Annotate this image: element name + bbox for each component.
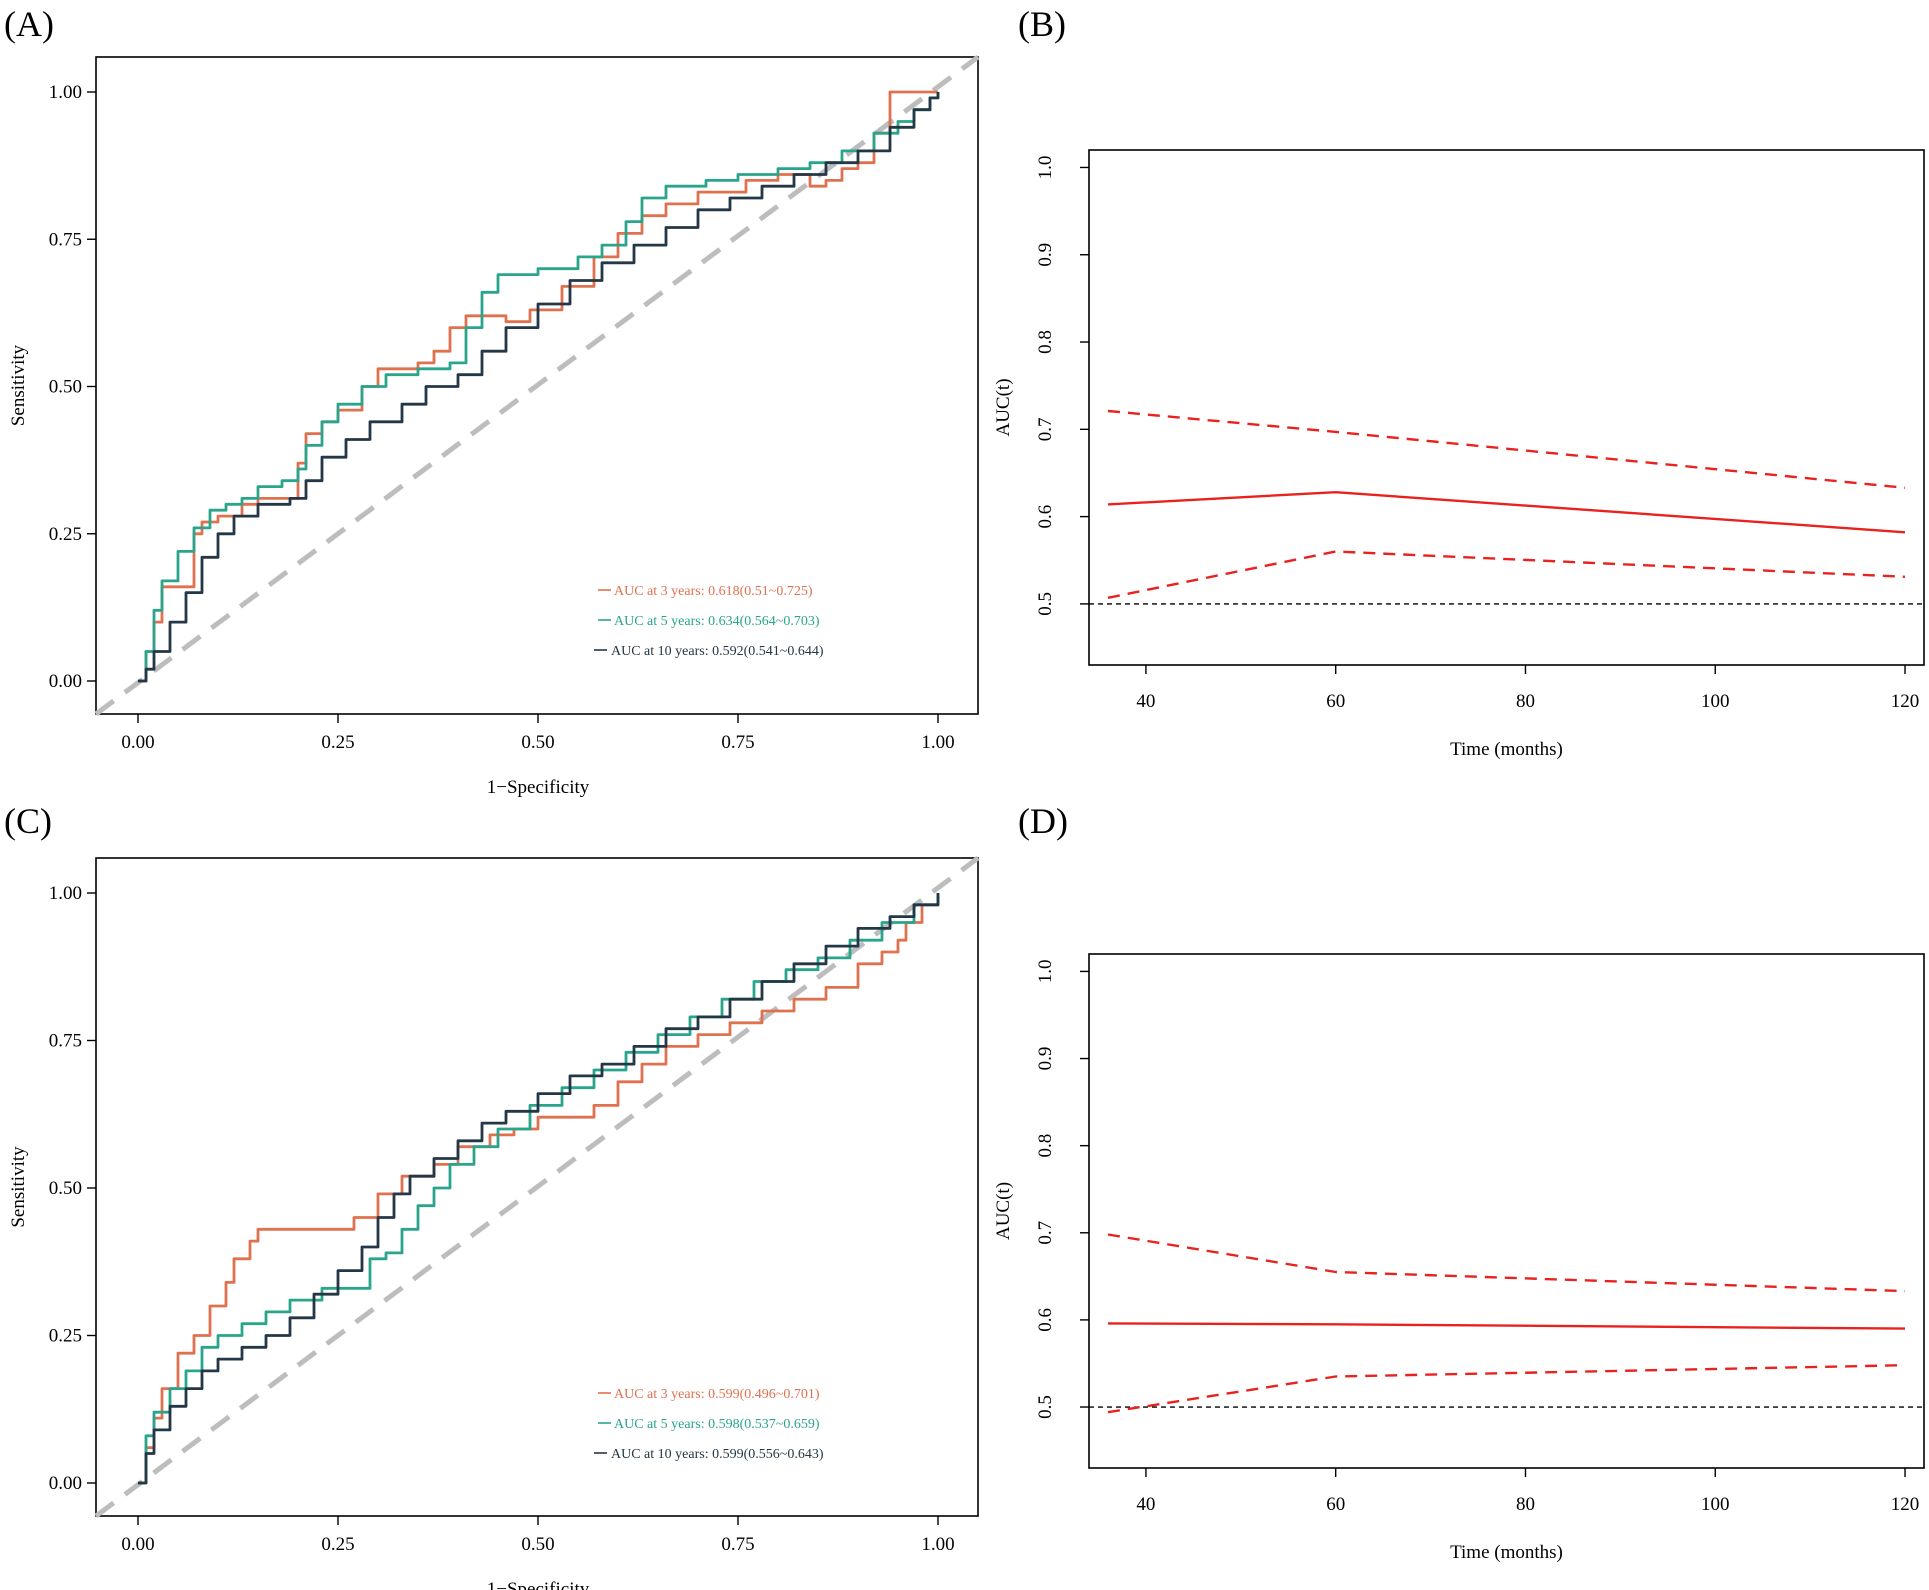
legend-label: AUC at 10 years: 0.592(0.541~0.644) [611, 644, 824, 659]
legend-item: AUC at 5 years: 0.598(0.537~0.659) [598, 1417, 820, 1432]
x-tick-label: 40 [1136, 691, 1155, 712]
x-tick-label: 80 [1516, 1494, 1535, 1515]
x-tick-label: 100 [1701, 1494, 1730, 1515]
panel-label: (D) [1018, 801, 1068, 841]
y-tick-label: 0.8 [1035, 330, 1056, 354]
panel-d: (D) 40 60 80 100 120 0.5 0.6 0.7 0.8 0.9 1.0 Time (m… [993, 801, 1925, 1563]
panel-c: (C) 0.00 0.25 0.50 0.75 1.00 0.00 0.25 0.50 0.75 1… [4, 801, 980, 1590]
panel-a: (A) 0.00 0.25 0.50 0.75 1.00 0.00 0.25 0.50 0.75 1… [4, 4, 980, 798]
x-tick-label: 0.75 [721, 732, 754, 753]
x-tick-label: 0.00 [121, 1534, 154, 1555]
x-axis-label: Time (months) [1450, 739, 1563, 760]
y-tick-label: 1.00 [49, 82, 82, 103]
x-tick-label: 60 [1326, 1494, 1345, 1515]
y-axis-label: Sensitivity [8, 344, 29, 426]
y-tick-label: 0.9 [1035, 243, 1056, 267]
y-axis-label: AUC(t) [993, 1182, 1014, 1240]
upper-ci-line [1107, 1233, 1906, 1293]
legend-item: AUC at 3 years: 0.599(0.496~0.701) [598, 1387, 820, 1402]
y-tick-label: 1.0 [1035, 156, 1056, 180]
legend-item: AUC at 5 years: 0.634(0.564~0.703) [598, 614, 820, 629]
panel-label: (A) [4, 4, 54, 44]
roc-curve-3yr [138, 893, 940, 1485]
plot-frame [95, 56, 979, 715]
x-tick-label: 1.00 [921, 1534, 954, 1555]
legend-label: AUC at 5 years: 0.634(0.564~0.703) [614, 614, 820, 629]
y-tick-label: 0.50 [49, 377, 82, 398]
y-tick-label: 0.75 [49, 1031, 82, 1052]
y-tick-label: 0.25 [49, 524, 82, 545]
roc-curve-5yr [138, 893, 940, 1485]
x-axis-label: 1−Specificity [487, 1579, 590, 1590]
y-tick-label: 1.0 [1035, 960, 1056, 984]
x-tick-label: 0.25 [321, 732, 354, 753]
y-tick-label: 0.25 [49, 1326, 82, 1347]
y-tick-label: 0.75 [49, 229, 82, 250]
x-tick-label: 0.75 [721, 1534, 754, 1555]
x-tick-label: 0.00 [121, 732, 154, 753]
x-tick-label: 0.50 [521, 1534, 554, 1555]
legend-label: AUC at 5 years: 0.598(0.537~0.659) [614, 1417, 820, 1432]
roc-curve-10yr [138, 893, 940, 1485]
x-tick-label: 1.00 [921, 732, 954, 753]
roc-curve-10yr [138, 92, 940, 683]
y-axis-label: Sensitivity [8, 1146, 29, 1228]
lower-ci-line [1107, 550, 1906, 599]
legend-label: AUC at 3 years: 0.618(0.51~0.725) [614, 584, 813, 599]
diagonal-reference-line [94, 54, 980, 717]
panel-label: (C) [4, 801, 52, 841]
x-tick-label: 120 [1891, 691, 1920, 712]
panel-b: (B) 40 60 80 100 120 0.5 0.6 0.7 0.8 0.9 1.0 Time (m… [993, 4, 1925, 760]
x-tick-label: 0.25 [321, 1534, 354, 1555]
y-tick-label: 0.00 [49, 1473, 82, 1494]
y-tick-label: 0.7 [1035, 417, 1056, 441]
y-tick-label: 0.7 [1035, 1221, 1056, 1245]
roc-curve-3yr [138, 90, 938, 683]
x-tick-label: 100 [1701, 691, 1730, 712]
y-tick-label: 0.8 [1035, 1134, 1056, 1158]
x-tick-label: 80 [1516, 691, 1535, 712]
y-tick-label: 1.00 [49, 883, 82, 904]
legend-item: AUC at 10 years: 0.599(0.556~0.643) [594, 1447, 824, 1462]
y-tick-label: 0.50 [49, 1178, 82, 1199]
x-tick-label: 0.50 [521, 732, 554, 753]
x-tick-label: 120 [1891, 1494, 1920, 1515]
panel-label: (B) [1018, 4, 1066, 44]
y-tick-label: 0.6 [1035, 1308, 1056, 1332]
y-tick-label: 0.5 [1035, 592, 1056, 616]
upper-ci-line [1107, 409, 1906, 489]
plot-frame [1088, 149, 1925, 666]
x-axis-label: Time (months) [1450, 1542, 1563, 1563]
y-tick-label: 0.6 [1035, 505, 1056, 529]
diagonal-reference-line [94, 855, 980, 1519]
auc-line [1107, 491, 1906, 534]
y-tick-label: 0.5 [1035, 1395, 1056, 1419]
roc-curve-5yr [138, 92, 940, 683]
auc-line [1107, 1322, 1906, 1330]
x-tick-label: 60 [1326, 691, 1345, 712]
plot-frame [1088, 953, 1925, 1469]
y-axis-label: AUC(t) [993, 378, 1014, 436]
y-tick-label: 0.9 [1035, 1047, 1056, 1071]
legend-item: AUC at 10 years: 0.592(0.541~0.644) [594, 644, 824, 659]
plot-frame [95, 857, 979, 1517]
legend-label: AUC at 3 years: 0.599(0.496~0.701) [614, 1387, 820, 1402]
lower-ci-line [1107, 1364, 1906, 1414]
legend-label: AUC at 10 years: 0.599(0.556~0.643) [611, 1447, 824, 1462]
y-tick-label: 0.00 [49, 671, 82, 692]
x-tick-label: 40 [1136, 1494, 1155, 1515]
legend-item: AUC at 3 years: 0.618(0.51~0.725) [598, 584, 813, 599]
x-axis-label: 1−Specificity [487, 777, 590, 798]
